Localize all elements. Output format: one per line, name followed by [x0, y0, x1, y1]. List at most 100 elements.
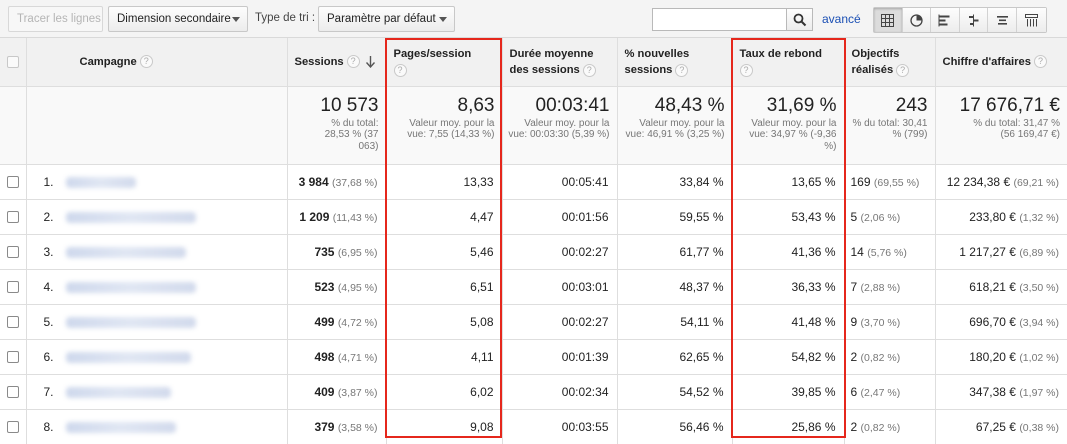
- campaign-cell: 4.: [26, 269, 288, 305]
- avg-duration-cell: 00:05:41: [502, 164, 618, 200]
- pivot-view-button[interactable]: [1016, 8, 1046, 32]
- column-header-goals[interactable]: Objectifs réalisés?: [844, 38, 936, 87]
- total-subtext: Valeur moy. pour la vue: 00:03:30 (5,39 …: [508, 117, 610, 141]
- new-sessions-cell: 62,65 %: [617, 339, 733, 375]
- table-row[interactable]: 7. 409 (3,87 %) 6,02 00:02:34 54,52 % 39…: [0, 374, 1067, 410]
- secondary-dimension-label: Dimension secondaire: [117, 13, 231, 25]
- column-header-pages-session[interactable]: Pages/session?: [386, 38, 503, 87]
- revenue-value: 696,70 €: [969, 314, 1016, 329]
- goals-value: 5: [850, 209, 858, 224]
- campaign-name-link[interactable]: [65, 246, 186, 258]
- campaign-name-link[interactable]: [65, 281, 196, 293]
- revenue-cell: 12 234,38 € (69,21 %): [935, 164, 1067, 200]
- help-icon[interactable]: ?: [139, 55, 153, 69]
- avg-duration-cell: 00:02:27: [502, 234, 618, 270]
- sessions-value: 3 984: [298, 174, 329, 189]
- comparison-view-button[interactable]: [959, 8, 989, 32]
- row-checkbox[interactable]: [6, 386, 19, 399]
- campaign-name-link[interactable]: [65, 176, 136, 188]
- table-row[interactable]: 3. 735 (6,95 %) 5,46 00:02:27 61,77 % 41…: [0, 234, 1067, 270]
- revenue-value: 180,20 €: [969, 349, 1016, 364]
- sort-type-value: Paramètre par défaut: [327, 13, 436, 25]
- sessions-cell: 1 209 (11,43 %): [287, 199, 387, 235]
- campaign-cell: 8.: [26, 409, 288, 444]
- row-checkbox[interactable]: [6, 421, 19, 434]
- total-value: 31,69 %: [766, 94, 837, 116]
- total-value: 8,63: [457, 94, 495, 116]
- campaign-cell: 6.: [26, 339, 288, 375]
- plot-rows-button[interactable]: Tracer les lignes: [8, 6, 103, 32]
- goals-value: 169: [850, 174, 871, 189]
- campaign-cell: 3.: [26, 234, 288, 270]
- avg-duration-cell: 00:03:55: [502, 409, 618, 444]
- help-icon[interactable]: ?: [393, 63, 407, 77]
- table-row[interactable]: 5. 499 (4,72 %) 5,08 00:02:27 54,11 % 41…: [0, 304, 1067, 340]
- campaign-name-link[interactable]: [65, 421, 176, 433]
- table-view-button[interactable]: [874, 8, 903, 32]
- column-header-campaign[interactable]: Campagne?: [26, 38, 288, 87]
- advanced-search-link[interactable]: avancé: [822, 12, 861, 26]
- pages-session-cell: 4,11: [386, 339, 503, 375]
- help-icon[interactable]: ?: [1033, 55, 1047, 69]
- column-title: Objectifs réalisés: [851, 48, 900, 76]
- revenue-value: 347,38 €: [969, 384, 1016, 399]
- total-value: 243: [895, 94, 928, 116]
- campaign-name-link[interactable]: [65, 316, 196, 328]
- row-checkbox[interactable]: [6, 176, 19, 189]
- bounce-rate-cell: 41,36 %: [732, 234, 845, 270]
- sessions-percent: (4,95 %): [337, 281, 378, 294]
- campaign-name-link[interactable]: [65, 351, 191, 363]
- row-checkbox[interactable]: [6, 211, 19, 224]
- row-checkbox[interactable]: [6, 316, 19, 329]
- sort-type-dropdown[interactable]: Paramètre par défaut: [318, 6, 455, 32]
- totals-blank: [0, 86, 27, 165]
- table-row[interactable]: 6. 498 (4,71 %) 4,11 00:01:39 62,65 % 54…: [0, 339, 1067, 375]
- goals-percent: (2,88 %): [860, 281, 901, 294]
- sessions-value: 735: [314, 244, 335, 259]
- help-icon[interactable]: ?: [896, 63, 910, 77]
- row-checkbox[interactable]: [6, 351, 19, 364]
- sessions-cell: 498 (4,71 %): [287, 339, 387, 375]
- table-row[interactable]: 4. 523 (4,95 %) 6,51 00:03:01 48,37 % 36…: [0, 269, 1067, 305]
- performance-view-button[interactable]: [931, 8, 960, 32]
- help-icon[interactable]: ?: [346, 55, 360, 69]
- new-sessions-cell: 33,84 %: [617, 164, 733, 200]
- column-title: Durée moyenne des sessions: [509, 48, 594, 76]
- goals-percent: (2,47 %): [860, 386, 901, 399]
- search-input[interactable]: [652, 8, 787, 31]
- campaign-name-link[interactable]: [65, 386, 171, 398]
- bounce-rate-cell: 25,86 %: [732, 409, 845, 444]
- revenue-percent: (3,94 %): [1019, 316, 1059, 329]
- header-row: Campagne? Sessions? Pages/session? Durée…: [0, 38, 1067, 87]
- bounce-rate-cell: 39,85 %: [732, 374, 845, 410]
- column-header-bounce-rate[interactable]: Taux de rebond?: [732, 38, 845, 87]
- table-row[interactable]: 1. 3 984 (37,68 %) 13,33 00:05:41 33,84 …: [0, 164, 1067, 200]
- campaign-name-link[interactable]: [65, 211, 196, 223]
- total-subtext: % du total: 30,41 % (799): [852, 117, 928, 141]
- help-icon[interactable]: ?: [675, 63, 689, 77]
- campaign-cell: 7.: [26, 374, 288, 410]
- row-checkbox[interactable]: [6, 246, 19, 259]
- help-icon[interactable]: ?: [582, 63, 596, 77]
- row-rank: 7.: [43, 384, 54, 399]
- revenue-cell: 696,70 € (3,94 %): [935, 304, 1067, 340]
- report-toolbar: Tracer les lignes Dimension secondaire T…: [0, 0, 1067, 38]
- table-row[interactable]: 8. 379 (3,58 %) 9,08 00:03:55 56,46 % 25…: [0, 409, 1067, 444]
- table-row[interactable]: 2. 1 209 (11,43 %) 4,47 00:01:56 59,55 %…: [0, 199, 1067, 235]
- column-header-revenue[interactable]: Chiffre d'affaires?: [935, 38, 1067, 87]
- revenue-percent: (1,32 %): [1019, 211, 1059, 224]
- select-all-checkbox[interactable]: [6, 55, 19, 68]
- row-select-cell: [0, 304, 27, 340]
- help-icon[interactable]: ?: [739, 63, 753, 77]
- sessions-value: 499: [314, 314, 335, 329]
- pie-view-button[interactable]: [902, 8, 932, 32]
- sessions-cell: 735 (6,95 %): [287, 234, 387, 270]
- row-checkbox[interactable]: [6, 281, 19, 294]
- column-header-avg-duration[interactable]: Durée moyenne des sessions?: [502, 38, 618, 87]
- total-subtext: Valeur moy. pour la vue: 7,55 (14,33 %): [407, 117, 495, 141]
- column-header-sessions[interactable]: Sessions?: [287, 38, 387, 87]
- column-header-new-sessions[interactable]: % nouvelles sessions?: [617, 38, 733, 87]
- secondary-dimension-dropdown[interactable]: Dimension secondaire: [108, 6, 248, 32]
- search-button[interactable]: [787, 8, 813, 31]
- term-cloud-view-button[interactable]: [988, 8, 1017, 32]
